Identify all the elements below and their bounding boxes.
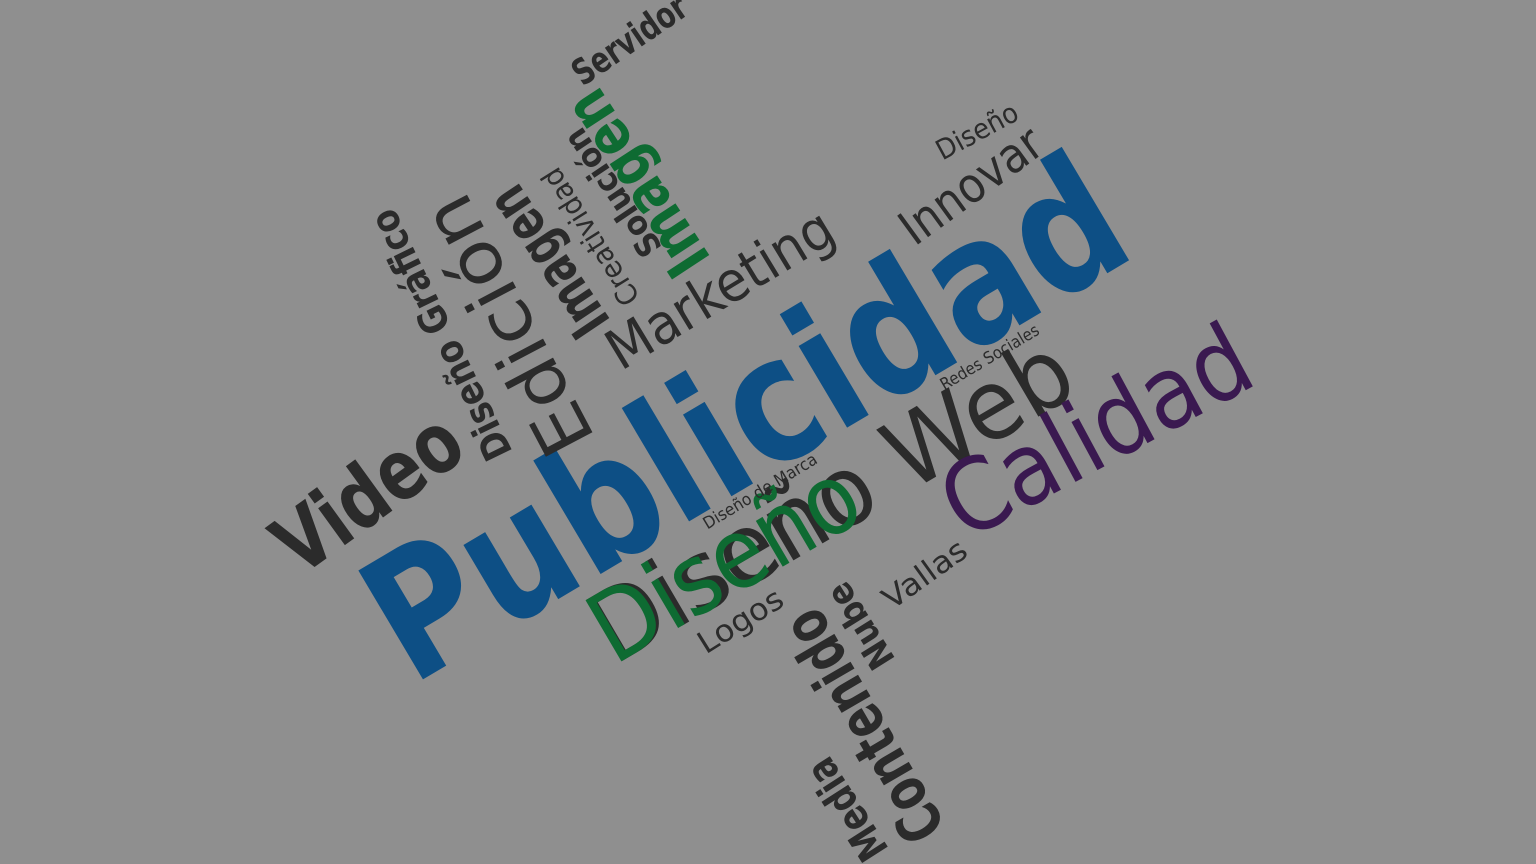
- word-vallas: Vallas: [876, 532, 975, 618]
- word-servidor: Servidor: [563, 0, 696, 95]
